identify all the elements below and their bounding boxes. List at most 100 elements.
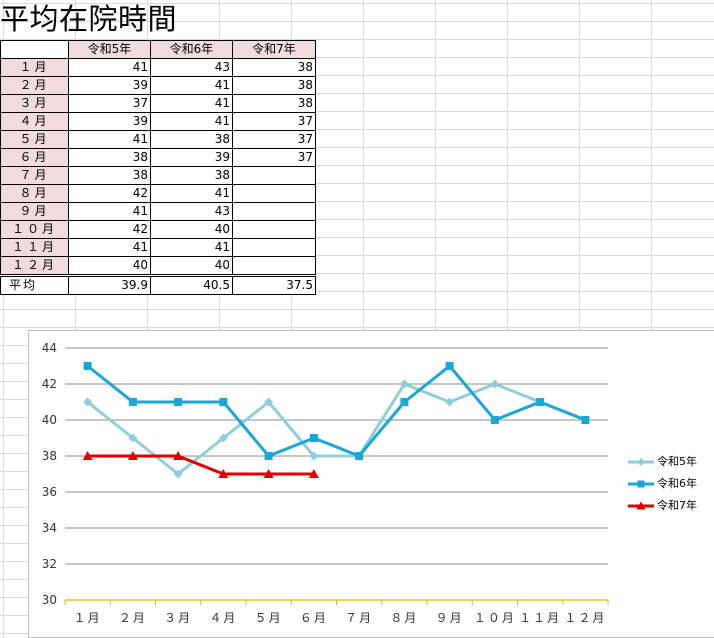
value-cell[interactable] (232, 238, 316, 257)
value-cell[interactable]: 38 (68, 166, 151, 185)
table-row: １０月 42 40 (0, 220, 316, 239)
value-cell[interactable]: 41 (68, 130, 151, 149)
value-cell[interactable]: 37 (68, 94, 151, 113)
value-cell[interactable]: 39 (68, 76, 151, 95)
x-tick-label: １１月 (519, 611, 561, 625)
value-cell[interactable] (232, 220, 316, 239)
value-cell[interactable]: 40 (68, 256, 151, 276)
value-cell[interactable]: 39 (68, 112, 151, 131)
data-point (218, 433, 228, 443)
value-cell[interactable]: 37 (232, 130, 316, 149)
data-point (309, 434, 318, 442)
value-cell[interactable]: 41 (150, 238, 233, 257)
value-cell[interactable]: 37 (232, 148, 316, 167)
value-cell[interactable]: 43 (150, 58, 233, 77)
value-cell[interactable]: 41 (150, 94, 233, 113)
data-point (490, 379, 500, 389)
average-value-cell[interactable]: 40.5 (150, 274, 233, 295)
value-cell[interactable] (232, 166, 316, 185)
table-row: ３月 37 41 38 (0, 94, 316, 113)
data-point (82, 451, 93, 460)
data-point (83, 362, 92, 370)
x-tick-label: ８月 (390, 611, 418, 625)
average-row: 平均 39.9 40.5 37.5 (0, 274, 316, 295)
table-row: ５月 41 38 37 (0, 130, 316, 149)
month-label-cell[interactable]: ９月 (0, 202, 69, 221)
value-cell[interactable]: 37 (232, 112, 316, 131)
data-point (400, 398, 409, 406)
x-tick-label: １月 (74, 611, 102, 625)
data-point (308, 469, 319, 478)
y-tick-label: 42 (42, 377, 57, 391)
value-cell[interactable] (232, 256, 316, 276)
header-year-3[interactable]: 令和7年 (232, 40, 316, 59)
month-label-cell[interactable]: ７月 (0, 166, 69, 185)
x-tick-label: ２月 (119, 611, 147, 625)
data-point (264, 397, 274, 407)
y-tick-label: 38 (42, 449, 57, 463)
value-cell[interactable]: 41 (68, 238, 151, 257)
header-corner-cell[interactable] (0, 40, 69, 59)
value-cell[interactable]: 41 (150, 76, 233, 95)
month-label-cell[interactable]: ３月 (0, 94, 69, 113)
data-point (309, 451, 319, 461)
month-label-cell[interactable]: １月 (0, 58, 69, 77)
x-tick-label: ７月 (345, 611, 373, 625)
value-cell[interactable]: 38 (68, 148, 151, 167)
month-label-cell[interactable]: ８月 (0, 184, 69, 203)
series-line-2 (86, 364, 586, 458)
line-chart[interactable]: 30 32 34 36 38 40 42 44 １月 ２月 ３月 ４月 ５月 ６月 ７月 ８月 ９月 １０月 １１月… (28, 330, 714, 638)
value-cell[interactable]: 42 (68, 220, 151, 239)
month-label-cell[interactable]: １１月 (0, 238, 69, 257)
value-cell[interactable] (232, 202, 316, 221)
value-cell[interactable]: 43 (150, 202, 233, 221)
average-label-cell[interactable]: 平均 (0, 274, 69, 295)
chart-plot: 30 32 34 36 38 40 42 44 １月 ２月 ３月 ４月 ５月 ６月 ７月 ８月 ９月 １０月 １１月… (42, 341, 609, 625)
table-row: ７月 38 38 (0, 166, 316, 185)
x-tick-label: ４月 (209, 611, 237, 625)
value-cell[interactable] (232, 184, 316, 203)
value-cell[interactable]: 38 (232, 76, 316, 95)
data-table: 令和5年 令和6年 令和7年 １月 41 43 38 ２月 39 41 38 ３月 37 41 38 ４… (0, 40, 316, 295)
value-cell[interactable]: 41 (150, 112, 233, 131)
value-cell[interactable]: 42 (68, 184, 151, 203)
month-label-cell[interactable]: １０月 (0, 220, 69, 239)
value-cell[interactable]: 38 (150, 166, 233, 185)
y-tick-label: 32 (42, 557, 57, 571)
legend-item: 令和5年 (627, 453, 697, 475)
data-point (173, 469, 183, 479)
table-row: １月 41 43 38 (0, 58, 316, 77)
legend-swatch (628, 501, 654, 510)
data-point (83, 397, 93, 407)
month-label-cell[interactable]: ６月 (0, 148, 69, 167)
value-cell[interactable]: 41 (68, 202, 151, 221)
value-cell[interactable]: 40 (150, 256, 233, 276)
header-year-2[interactable]: 令和6年 (150, 40, 233, 59)
month-label-cell[interactable]: ４月 (0, 112, 69, 131)
average-value-cell[interactable]: 39.9 (68, 274, 151, 295)
month-label-cell[interactable]: ２月 (0, 76, 69, 95)
y-tick-label: 40 (42, 413, 57, 427)
value-cell[interactable]: 38 (232, 94, 316, 113)
legend-swatch (628, 480, 654, 488)
value-cell[interactable]: 41 (150, 184, 233, 203)
data-point (128, 398, 137, 406)
table-header-row: 令和5年 令和6年 令和7年 (0, 40, 316, 59)
value-cell[interactable]: 41 (68, 58, 151, 77)
value-cell[interactable]: 38 (232, 58, 316, 77)
table-row: ９月 41 43 (0, 202, 316, 221)
data-point (445, 362, 454, 370)
table-row: ６月 38 39 37 (0, 148, 316, 167)
month-label-cell[interactable]: １２月 (0, 256, 69, 276)
data-point (490, 416, 499, 424)
value-cell[interactable]: 39 (150, 148, 233, 167)
month-label-cell[interactable]: ５月 (0, 130, 69, 149)
value-cell[interactable]: 38 (150, 130, 233, 149)
header-year-1[interactable]: 令和5年 (68, 40, 151, 59)
data-point (581, 416, 590, 424)
series-line-3 (87, 454, 314, 476)
data-point (264, 452, 273, 460)
table-row: １１月 41 41 (0, 238, 316, 257)
value-cell[interactable]: 40 (150, 220, 233, 239)
average-value-cell[interactable]: 37.5 (232, 274, 316, 295)
